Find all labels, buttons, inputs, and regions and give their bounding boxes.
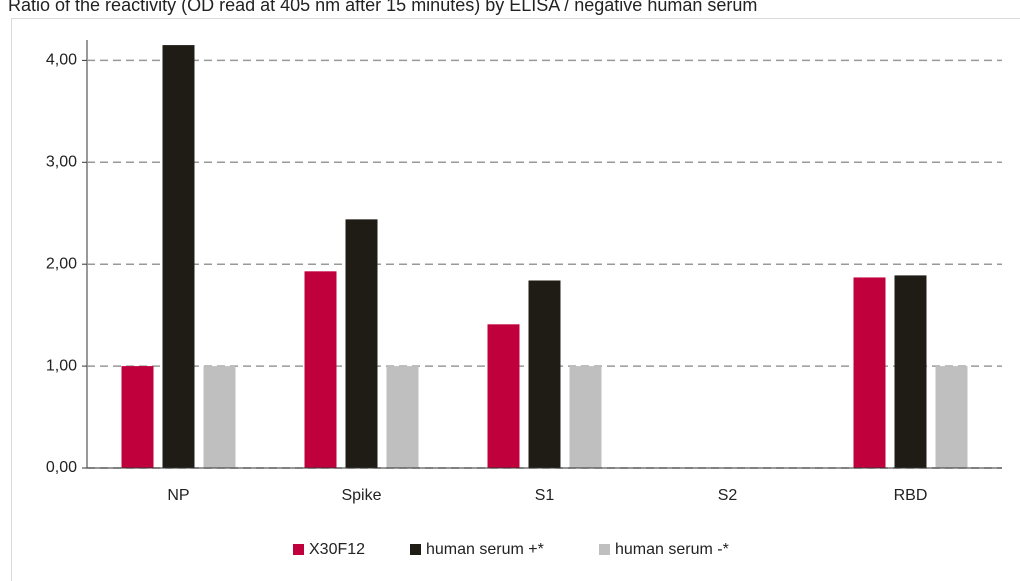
x-tick-label: NP — [167, 487, 189, 504]
y-tick-label: 1,00 — [46, 357, 77, 374]
bar — [853, 277, 886, 468]
bar — [487, 324, 520, 468]
bar — [345, 219, 378, 468]
y-tick-label: 2,00 — [46, 255, 77, 272]
legend-label: X30F12 — [309, 541, 365, 558]
bar — [121, 366, 154, 468]
chart-title: Ratio of the reactivity (OD read at 405 … — [8, 0, 757, 15]
legend-swatch — [410, 544, 421, 555]
x-tick-label: Spike — [341, 487, 381, 504]
legend-swatch — [599, 544, 610, 555]
bar — [162, 45, 195, 468]
legend-swatch — [293, 544, 304, 555]
bar — [203, 366, 236, 468]
y-tick-label: 3,00 — [46, 154, 77, 171]
y-tick-label: 0,00 — [46, 459, 77, 476]
bar — [304, 271, 337, 468]
bar — [386, 366, 419, 468]
legend-label: human serum +* — [426, 541, 544, 558]
bar — [528, 280, 561, 468]
x-tick-label: S1 — [535, 487, 555, 504]
legend-label: human serum -* — [615, 541, 729, 558]
chart-frame — [11, 18, 1020, 581]
x-tick-label: S2 — [718, 487, 738, 504]
bar — [894, 275, 927, 468]
x-tick-label: RBD — [894, 487, 928, 504]
bar — [935, 366, 968, 468]
y-tick-label: 4,00 — [46, 52, 77, 69]
bar — [569, 366, 602, 468]
